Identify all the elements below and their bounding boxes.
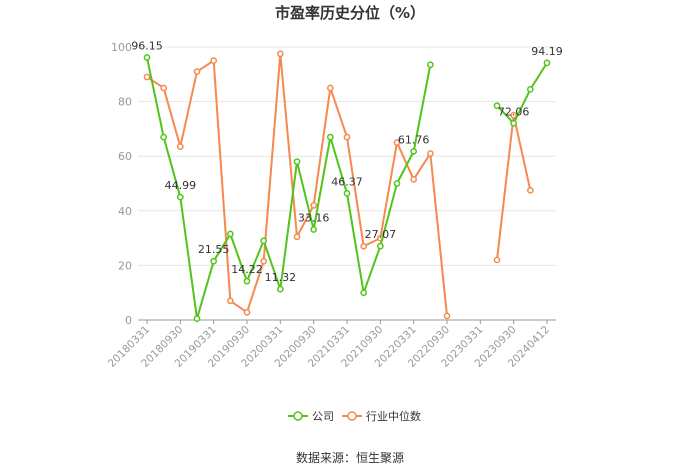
data-point[interactable] xyxy=(426,61,434,69)
data-point[interactable] xyxy=(176,143,184,150)
data-label: 96.15 xyxy=(131,40,163,53)
data-point[interactable] xyxy=(143,73,151,81)
data-point[interactable] xyxy=(160,84,168,92)
data-point[interactable] xyxy=(526,85,534,93)
data-point[interactable] xyxy=(193,315,201,322)
data-point[interactable] xyxy=(310,226,318,233)
data-point[interactable] xyxy=(243,309,251,316)
data-label: 61.76 xyxy=(398,133,430,146)
data-point[interactable] xyxy=(276,50,284,58)
data-label: 72.06 xyxy=(498,105,530,118)
data-point[interactable] xyxy=(326,84,334,92)
data-point[interactable] xyxy=(260,257,268,265)
data-point[interactable] xyxy=(360,289,368,297)
y-tick-label: 0 xyxy=(125,314,132,327)
data-label: 44.99 xyxy=(165,179,197,192)
data-point[interactable] xyxy=(143,54,151,61)
data-point[interactable] xyxy=(426,150,434,157)
data-point[interactable] xyxy=(360,242,368,250)
legend-marker xyxy=(293,411,303,421)
data-point[interactable] xyxy=(176,193,184,201)
chart-title: 市盈率历史分位（%） xyxy=(275,4,425,22)
data-point[interactable] xyxy=(243,277,251,285)
series-industry-median xyxy=(143,50,534,320)
series-company xyxy=(143,54,551,322)
data-point[interactable] xyxy=(393,139,401,146)
data-point[interactable] xyxy=(260,237,268,245)
data-point[interactable] xyxy=(343,190,351,197)
y-tick-label: 20 xyxy=(118,259,132,272)
data-label: 21.55 xyxy=(198,243,230,256)
data-point[interactable] xyxy=(493,102,501,110)
data-label: 46.37 xyxy=(331,175,363,188)
legend-item-company[interactable]: 公司 xyxy=(288,410,334,423)
y-tick-label: 80 xyxy=(118,96,132,109)
data-label: 11.32 xyxy=(265,271,297,284)
legend[interactable]: 公司 行业中位数 xyxy=(288,409,421,423)
data-point[interactable] xyxy=(310,201,318,209)
data-point[interactable] xyxy=(393,180,401,187)
series-line xyxy=(146,57,432,320)
grid-layer xyxy=(138,46,556,266)
data-point[interactable] xyxy=(510,111,518,119)
data-point[interactable] xyxy=(326,133,334,141)
data-point[interactable] xyxy=(526,186,534,194)
y-tick-label: 60 xyxy=(118,150,132,163)
series-line xyxy=(496,114,532,261)
legend-label: 公司 xyxy=(312,410,334,423)
data-point[interactable] xyxy=(493,256,501,264)
y-tick-label: 40 xyxy=(118,205,132,218)
data-point[interactable] xyxy=(276,285,284,293)
data-label: 33.16 xyxy=(298,211,330,224)
data-label: 94.19 xyxy=(531,45,563,58)
data-point[interactable] xyxy=(543,59,551,67)
data-point[interactable] xyxy=(293,233,301,241)
data-label: 14.22 xyxy=(231,263,263,276)
data-label: 27.07 xyxy=(365,228,397,241)
data-point[interactable] xyxy=(293,158,301,166)
series-layer xyxy=(143,50,551,322)
data-point[interactable] xyxy=(226,230,234,238)
legend-label: 行业中位数 xyxy=(366,409,421,423)
legend-item-industry-median[interactable]: 行业中位数 xyxy=(342,409,421,423)
data-point[interactable] xyxy=(376,242,384,250)
data-point[interactable] xyxy=(226,297,234,305)
data-source-note: 数据来源：恒生聚源 xyxy=(296,450,404,465)
series-line xyxy=(496,62,548,125)
data-point[interactable] xyxy=(343,133,351,141)
data-point[interactable] xyxy=(160,133,168,141)
data-point[interactable] xyxy=(410,148,418,155)
data-point[interactable] xyxy=(210,257,218,265)
legend-marker xyxy=(347,411,357,421)
data-point[interactable] xyxy=(193,68,201,75)
data-point[interactable] xyxy=(443,312,451,320)
data-point[interactable] xyxy=(210,57,218,65)
y-tick-label: 100 xyxy=(111,41,132,54)
data-point[interactable] xyxy=(410,176,418,183)
data-point[interactable] xyxy=(510,119,518,127)
